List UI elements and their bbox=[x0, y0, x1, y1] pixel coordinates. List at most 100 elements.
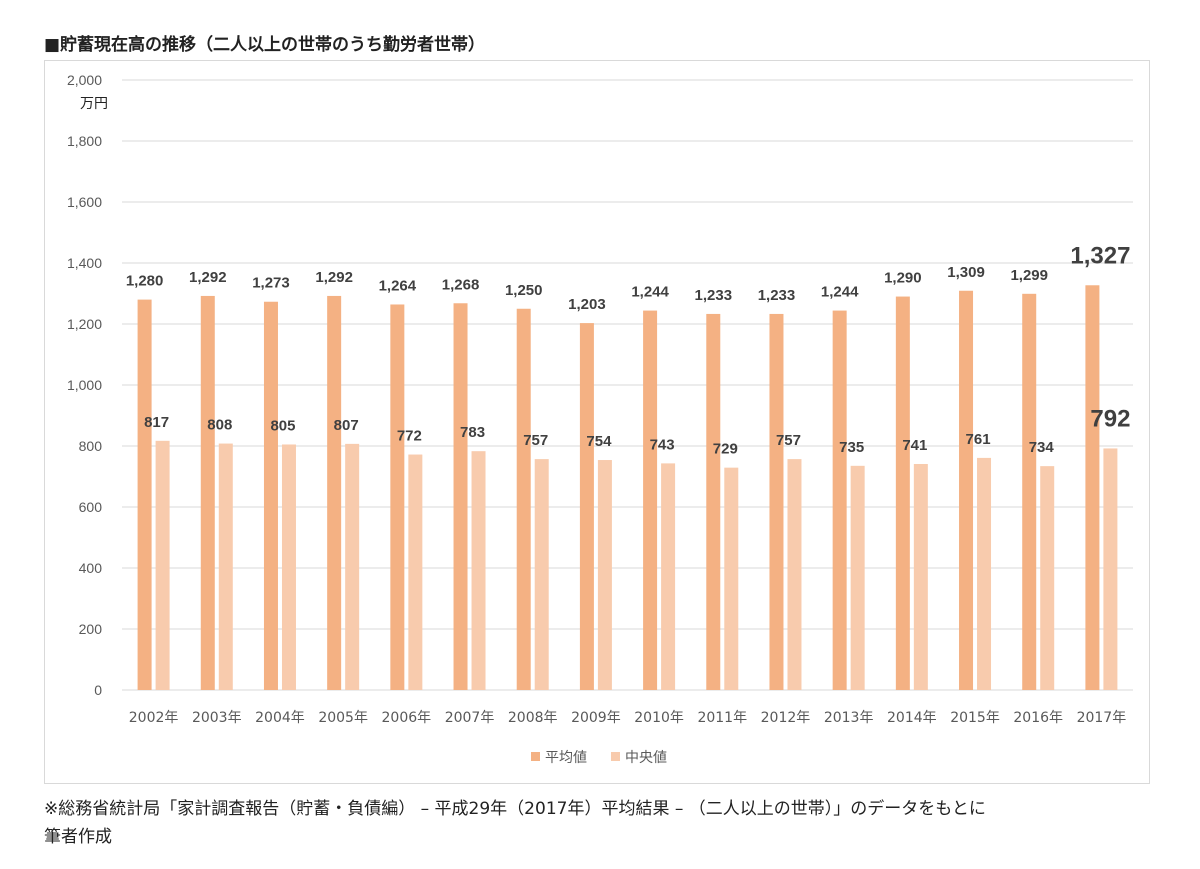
bar-median bbox=[534, 459, 549, 690]
x-tick-label: 2007年 bbox=[445, 710, 495, 726]
data-label-median: 754 bbox=[586, 433, 612, 450]
x-tick-label: 2017年 bbox=[1077, 710, 1127, 726]
y-tick-label: 400 bbox=[79, 560, 103, 576]
x-tick-label: 2014年 bbox=[887, 710, 937, 726]
footnote-line-1: ※総務省統計局「家計調査報告（貯蓄・負債編） – 平成29年（2017年）平均結… bbox=[44, 799, 986, 819]
bar-mean bbox=[959, 290, 974, 690]
bar-median bbox=[724, 467, 739, 690]
y-tick-label: 1,400 bbox=[67, 255, 102, 271]
bar-mean bbox=[137, 299, 152, 690]
legend: 平均値 中央値 bbox=[531, 750, 667, 766]
bar-mean bbox=[1022, 293, 1037, 690]
bar-median bbox=[1103, 448, 1118, 690]
bar-median bbox=[281, 444, 296, 690]
x-tick-label: 2005年 bbox=[318, 710, 368, 726]
data-label-mean: 1,264 bbox=[379, 277, 417, 294]
data-label-median: 808 bbox=[207, 417, 232, 434]
x-tick-label: 2010年 bbox=[634, 710, 684, 726]
data-label-median: 743 bbox=[650, 436, 675, 453]
legend-label: 平均値 bbox=[545, 750, 587, 766]
y-tick-label: 1,800 bbox=[67, 133, 102, 149]
data-label-mean: 1,203 bbox=[568, 296, 606, 313]
bar-median bbox=[345, 443, 360, 690]
data-label-median: 729 bbox=[713, 441, 738, 458]
data-label-mean: 1,244 bbox=[631, 284, 669, 301]
data-label-median: 761 bbox=[966, 431, 991, 448]
data-label-mean: 1,292 bbox=[189, 269, 227, 286]
bars bbox=[137, 285, 1118, 690]
y-axis-ticks: 0 200 400 600 800 1,000 1,200 1,400 1,600 1,800 2,… bbox=[67, 72, 102, 698]
bar-median bbox=[155, 440, 170, 690]
data-label-mean: 1,299 bbox=[1010, 267, 1048, 284]
bar-mean bbox=[516, 308, 531, 690]
bar-mean bbox=[769, 313, 784, 690]
data-labels: 1,280 817 1,292 808 1,273 805 1,292 807 1,264 772… bbox=[126, 242, 1131, 457]
bar-median bbox=[218, 443, 233, 690]
bar-median bbox=[471, 451, 486, 690]
bar-median bbox=[661, 463, 676, 690]
data-label-mean: 1,250 bbox=[505, 282, 543, 299]
y-tick-label: 800 bbox=[79, 438, 103, 454]
y-tick-label: 2,000 bbox=[67, 72, 102, 88]
data-label-mean: 1,292 bbox=[315, 269, 353, 286]
data-label-median: 805 bbox=[270, 417, 295, 434]
data-label-median: 757 bbox=[523, 432, 548, 449]
data-label-median: 734 bbox=[1029, 439, 1055, 456]
x-tick-label: 2012年 bbox=[761, 710, 811, 726]
bar-mean bbox=[706, 313, 721, 690]
bar-median bbox=[597, 460, 612, 690]
bar-mean bbox=[895, 296, 910, 690]
x-tick-label: 2016年 bbox=[1013, 710, 1063, 726]
bar-mean bbox=[200, 295, 215, 690]
data-label-mean: 1,268 bbox=[442, 276, 480, 293]
x-tick-label: 2003年 bbox=[192, 710, 242, 726]
bar-median bbox=[1040, 466, 1055, 690]
y-tick-label: 600 bbox=[79, 499, 103, 515]
legend-label: 中央値 bbox=[625, 750, 667, 766]
bar-median bbox=[913, 463, 928, 690]
bar-mean bbox=[263, 301, 278, 690]
x-tick-label: 2002年 bbox=[129, 710, 179, 726]
data-label-median: 741 bbox=[902, 437, 927, 454]
bar-median bbox=[408, 454, 423, 690]
legend-swatch bbox=[611, 752, 620, 761]
y-tick-label: 1,200 bbox=[67, 316, 102, 332]
data-label-mean: 1,309 bbox=[947, 264, 985, 281]
legend-swatch bbox=[531, 752, 540, 761]
x-tick-label: 2015年 bbox=[950, 710, 1000, 726]
data-label-mean: 1,327 bbox=[1070, 242, 1130, 269]
x-tick-label: 2011年 bbox=[697, 710, 747, 726]
data-label-mean: 1,233 bbox=[758, 287, 796, 304]
x-tick-label: 2013年 bbox=[824, 710, 874, 726]
data-label-median: 792 bbox=[1090, 405, 1130, 432]
data-label-mean: 1,273 bbox=[252, 275, 290, 292]
y-tick-label: 200 bbox=[79, 621, 103, 637]
y-tick-label: 1,600 bbox=[67, 194, 102, 210]
x-tick-label: 2006年 bbox=[382, 710, 432, 726]
data-label-median: 783 bbox=[460, 424, 485, 441]
bar-mean bbox=[390, 304, 405, 690]
bar-median bbox=[787, 459, 802, 690]
bar-mean bbox=[327, 295, 342, 690]
data-label-mean: 1,280 bbox=[126, 273, 164, 290]
bar-mean bbox=[579, 323, 594, 690]
data-label-median: 817 bbox=[144, 414, 169, 431]
y-tick-label: 1,000 bbox=[67, 377, 102, 393]
data-label-median: 735 bbox=[839, 439, 864, 456]
bar-mean bbox=[832, 310, 847, 690]
chart-heading: ■貯蓄現在高の推移（二人以上の世帯のうち勤労者世帯） bbox=[44, 35, 486, 55]
data-label-mean: 1,233 bbox=[695, 287, 733, 304]
bar-mean bbox=[453, 303, 468, 690]
bar-median bbox=[977, 457, 992, 690]
data-label-mean: 1,290 bbox=[884, 270, 922, 287]
y-tick-label: 0 bbox=[94, 682, 102, 698]
data-label-median: 757 bbox=[776, 432, 801, 449]
data-label-mean: 1,244 bbox=[821, 284, 859, 301]
footnote: ※総務省統計局「家計調査報告（貯蓄・負債編） – 平成29年（2017年）平均結… bbox=[44, 795, 1154, 851]
x-tick-label: 2008年 bbox=[508, 710, 558, 726]
data-label-median: 807 bbox=[334, 417, 359, 434]
bar-median bbox=[850, 465, 865, 690]
x-tick-label: 2009年 bbox=[571, 710, 621, 726]
bar-mean bbox=[1085, 285, 1100, 690]
